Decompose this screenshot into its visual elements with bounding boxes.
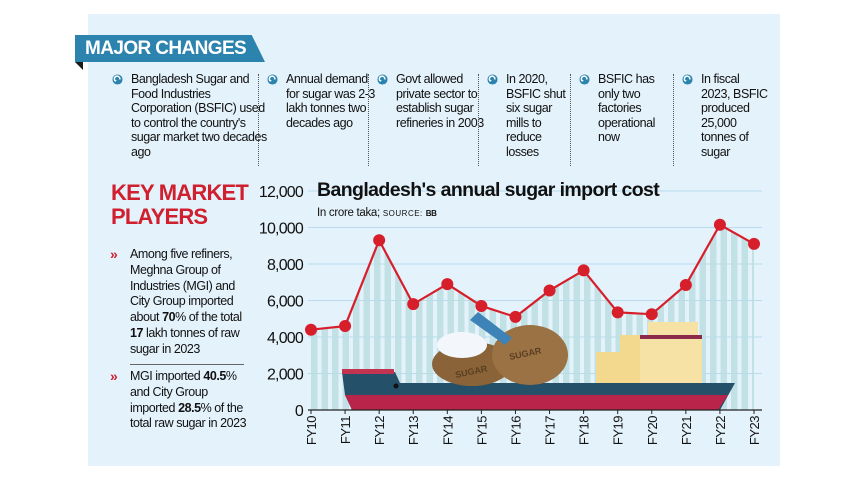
text: % and City Group imported bbox=[130, 369, 237, 415]
data-point bbox=[407, 298, 420, 311]
circular-arrow-icon bbox=[112, 74, 123, 85]
text: MGI imported bbox=[130, 369, 204, 383]
x-tick-label: FY10 bbox=[304, 416, 319, 445]
data-point bbox=[441, 278, 454, 291]
ship-deck bbox=[620, 335, 640, 355]
major-change-text: Bangladesh Sugar and Food Industries Cor… bbox=[131, 72, 267, 159]
x-tick-label: FY18 bbox=[577, 416, 592, 445]
market-point: » MGI imported 40.5% and City Group impor… bbox=[110, 368, 252, 432]
x-tick-label: FY19 bbox=[611, 416, 626, 445]
y-tick-label: 10,000 bbox=[259, 221, 304, 238]
y-tick-label: 4,000 bbox=[267, 330, 304, 347]
dotted-separator bbox=[368, 74, 369, 166]
text: % of the total raw sugar in 2023 bbox=[130, 400, 247, 431]
chart-subtitle: In crore taka; SOURCE: BB bbox=[317, 207, 437, 219]
major-change-text: Annual demand for sugar was 2-3 lakh ton… bbox=[286, 72, 375, 130]
subtitle-text: In crore taka; bbox=[317, 207, 380, 219]
text: Among five refiners, Meghna Group of Ind… bbox=[130, 247, 235, 325]
divider bbox=[130, 364, 244, 365]
x-tick-label: FY16 bbox=[508, 416, 523, 445]
major-change-text: In 2020, BSFIC shut six sugar mills to r… bbox=[506, 72, 566, 159]
circular-arrow-icon bbox=[579, 74, 590, 85]
x-tick-label: FY14 bbox=[440, 416, 455, 445]
major-change-item: Bangladesh Sugar and Food Industries Cor… bbox=[112, 72, 271, 160]
dotted-separator bbox=[478, 74, 479, 166]
major-change-text: BSFIC has only two factories operational… bbox=[598, 72, 655, 145]
double-chevron-icon: » bbox=[110, 246, 118, 262]
double-chevron-icon: » bbox=[110, 368, 118, 384]
ship-porthole bbox=[393, 383, 399, 389]
y-tick-label: 8,000 bbox=[267, 257, 304, 274]
circular-arrow-icon bbox=[487, 74, 498, 85]
bold-value: 28.5 bbox=[178, 400, 201, 415]
ship-bow-rail bbox=[342, 369, 394, 374]
major-changes-title: MAJOR CHANGES bbox=[85, 38, 247, 59]
major-change-item: Annual demand for sugar was 2-3 lakh ton… bbox=[267, 72, 378, 130]
data-point bbox=[611, 306, 624, 319]
title-line: KEY MARKET bbox=[111, 180, 249, 205]
ship-bridge bbox=[640, 337, 702, 383]
bold-value: 70 bbox=[162, 310, 176, 325]
source-label: SOURCE: bbox=[382, 209, 423, 218]
y-tick-label: 6,000 bbox=[267, 294, 304, 311]
data-point bbox=[748, 237, 760, 250]
data-point bbox=[645, 308, 658, 321]
y-tick-label: 12,000 bbox=[259, 184, 304, 201]
x-tick-label: FY15 bbox=[474, 416, 489, 445]
data-point bbox=[339, 320, 352, 333]
data-point bbox=[509, 310, 522, 323]
sugar-sack-icon bbox=[492, 325, 568, 385]
x-tick-label: FY12 bbox=[372, 416, 387, 445]
title-line: PLAYERS bbox=[111, 204, 208, 229]
chart-title: Bangladesh's annual sugar import cost bbox=[317, 179, 660, 201]
x-tick-label: FY23 bbox=[747, 416, 762, 445]
major-change-item: In fiscal 2023, BSFIC produced 25,000 to… bbox=[682, 72, 771, 160]
text: lakh tonnes of raw sugar in 2023 bbox=[130, 325, 240, 356]
dotted-separator bbox=[673, 74, 674, 166]
x-tick-label: FY20 bbox=[645, 416, 660, 445]
major-change-item: BSFIC has only two factories operational… bbox=[579, 72, 678, 145]
major-change-text: In fiscal 2023, BSFIC produced 25,000 to… bbox=[701, 72, 768, 159]
bold-value: 17 bbox=[130, 325, 144, 340]
major-change-text: Govt allowed private sector to establish… bbox=[396, 72, 484, 130]
y-tick-label: 0 bbox=[295, 403, 304, 420]
major-change-item: In 2020, BSFIC shut six sugar mills to r… bbox=[487, 72, 576, 160]
text: % of the total bbox=[175, 310, 242, 325]
dotted-separator bbox=[570, 74, 571, 166]
major-change-item: Govt allowed private sector to establish… bbox=[377, 72, 486, 130]
data-point bbox=[305, 323, 317, 336]
data-point bbox=[543, 284, 556, 297]
ship-hull-stripe bbox=[345, 395, 728, 410]
x-tick-label: FY21 bbox=[679, 416, 694, 445]
data-point bbox=[679, 278, 692, 291]
market-point: » Among five refiners, Meghna Group of In… bbox=[110, 246, 252, 358]
y-tick-label: 2,000 bbox=[267, 367, 304, 384]
circular-arrow-icon bbox=[682, 74, 693, 85]
series-line bbox=[310, 223, 755, 331]
data-point bbox=[475, 299, 488, 312]
bold-value: 40.5 bbox=[203, 369, 226, 383]
data-point bbox=[373, 234, 386, 247]
major-changes-banner: MAJOR CHANGES bbox=[75, 35, 265, 62]
data-point bbox=[577, 264, 590, 277]
data-point bbox=[713, 218, 726, 231]
banner-fold bbox=[75, 62, 83, 70]
ship-bridge-rail bbox=[640, 335, 702, 339]
x-tick-label: FY11 bbox=[338, 416, 353, 444]
sugar-pile bbox=[437, 332, 487, 358]
key-market-players-title: KEY MARKET PLAYERS bbox=[111, 180, 249, 229]
x-tick-label: FY17 bbox=[543, 416, 558, 445]
ship-bridge-top bbox=[648, 322, 698, 338]
source-value: BB bbox=[425, 209, 437, 218]
scoop-icon bbox=[470, 312, 512, 345]
ship-cabin bbox=[596, 352, 646, 383]
x-tick-label: FY22 bbox=[713, 416, 728, 445]
circular-arrow-icon bbox=[267, 74, 278, 85]
dotted-separator bbox=[258, 74, 259, 166]
x-tick-label: FY13 bbox=[406, 416, 421, 445]
circular-arrow-icon bbox=[377, 74, 388, 85]
